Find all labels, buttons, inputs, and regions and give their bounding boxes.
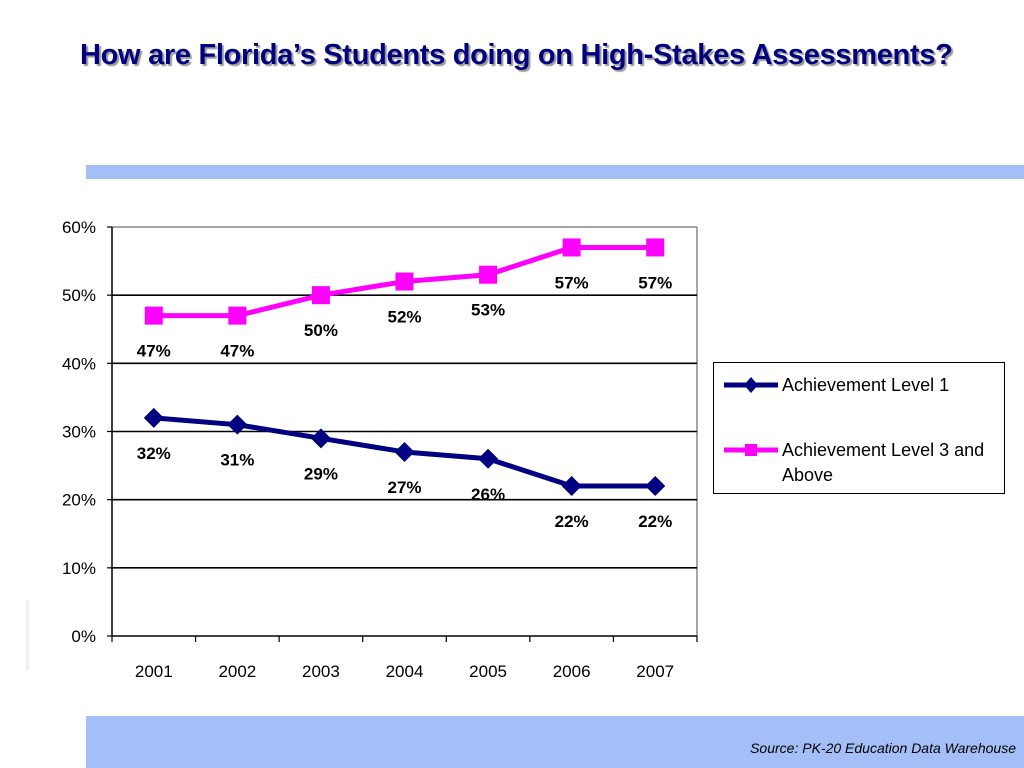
data-label: 22% — [638, 512, 672, 531]
x-tick-label: 2004 — [386, 662, 424, 681]
source-note: Source: PK-20 Education Data Warehouse — [750, 740, 1016, 756]
footer-band: Source: PK-20 Education Data Warehouse — [86, 716, 1024, 768]
data-label: 29% — [304, 464, 338, 483]
decorative-mark — [26, 600, 29, 670]
diamond-marker-icon — [724, 377, 778, 393]
square-marker — [562, 238, 581, 257]
y-tick-label: 0% — [71, 627, 96, 646]
diamond-marker — [227, 414, 248, 435]
legend-item-level-1: Achievement Level 1 — [714, 373, 1010, 398]
data-label: 47% — [137, 342, 171, 361]
x-tick-label: 2006 — [553, 662, 591, 681]
y-tick-label: 20% — [62, 491, 96, 510]
y-tick-label: 60% — [62, 218, 96, 237]
data-label: 22% — [555, 512, 589, 531]
legend-label: Achievement Level 3 and Above — [782, 440, 985, 485]
x-tick-label: 2005 — [469, 662, 507, 681]
y-tick-label: 30% — [62, 423, 96, 442]
square-marker — [311, 286, 330, 305]
header-band — [86, 165, 1024, 179]
diamond-marker — [561, 476, 582, 497]
x-tick-label: 2003 — [302, 662, 340, 681]
diamond-marker — [645, 476, 666, 497]
data-label: 52% — [387, 308, 421, 327]
slide-title: How are Florida’s Students doing on High… — [80, 39, 953, 71]
square-marker — [395, 272, 414, 291]
diamond-marker — [310, 428, 331, 449]
y-tick-label: 10% — [62, 559, 96, 578]
diamond-marker — [478, 448, 499, 469]
square-marker — [479, 265, 498, 284]
x-tick-label: 2001 — [135, 662, 173, 681]
y-tick-label: 50% — [62, 286, 96, 305]
square-marker-icon — [724, 444, 778, 456]
data-label: 53% — [471, 301, 505, 320]
x-tick-label: 2002 — [218, 662, 256, 681]
data-label: 47% — [220, 342, 254, 361]
data-label: 50% — [304, 321, 338, 340]
legend-item-level-3: Achievement Level 3 and Above — [714, 438, 1010, 488]
data-label: 26% — [471, 485, 505, 504]
square-marker — [228, 306, 247, 325]
chart-legend: Achievement Level 1 Achievement Level 3 … — [713, 362, 1005, 494]
diamond-marker — [143, 407, 164, 428]
x-tick-label: 2007 — [636, 662, 674, 681]
data-label: 57% — [638, 273, 672, 292]
square-marker — [646, 238, 665, 257]
data-label: 27% — [387, 478, 421, 497]
data-label: 31% — [220, 451, 254, 470]
square-marker — [144, 306, 163, 325]
diamond-marker — [394, 441, 415, 462]
legend-label: Achievement Level 1 — [782, 375, 950, 395]
data-label: 32% — [137, 444, 171, 463]
y-tick-label: 40% — [62, 354, 96, 373]
data-label: 57% — [555, 273, 589, 292]
